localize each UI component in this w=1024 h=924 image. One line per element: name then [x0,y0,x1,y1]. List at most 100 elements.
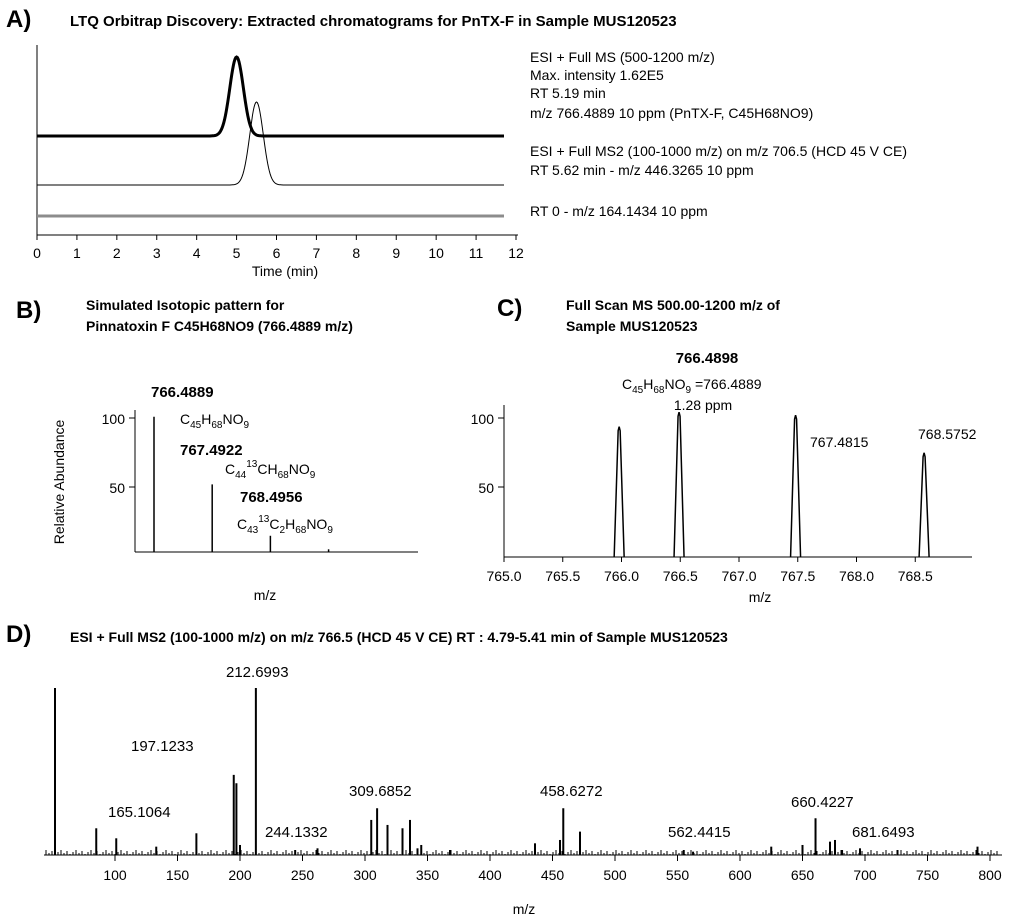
panel-a-x-tick-label: 5 [233,245,241,261]
panel-b-letter: B) [16,297,41,324]
panel-c-annotation-mz: 766.4898 [676,350,739,367]
panel-d-x-tick-label: 750 [916,867,940,883]
panel-a-trace1-method: ESI + Full MS (500-1200 m/z) [530,49,715,65]
panel-d-x-tick-label: 550 [666,867,690,883]
panel-b-peak-label-767: 767.4922 [180,442,243,459]
panel-a-trace2-method: ESI + Full MS2 (100-1000 m/z) on m/z 706… [530,143,907,159]
panel-d-x-tick-label: 800 [978,867,1002,883]
panel-a-title: LTQ Orbitrap Discovery: Extracted chroma… [70,13,677,30]
panel-a-x-tick-label: 2 [113,245,121,261]
panel-a-x-label: Time (min) [252,263,318,279]
panel-d-x-tick-label: 200 [228,867,252,883]
panel-a-trace2-rt: RT 5.62 min - m/z 446.3265 10 ppm [530,162,754,178]
panel-c-peak [613,426,625,558]
panel-d-peak-label-309: 309.6852 [349,783,412,800]
panel-a-x-tick-label: 4 [193,245,201,261]
panel-d-x-tick-label: 400 [478,867,502,883]
panel-c-x-tick-label: 765.5 [545,568,580,584]
panel-b-y-label: Relative Abundance [51,420,67,545]
panel-a-letter: A) [6,6,31,33]
panel-c-peak [789,414,802,558]
panel-c-peak-label-768: 768.5752 [918,426,977,442]
panel-c-x-ticks: 765.0 765.5 766.0 766.5 767.0 767.5 768.0 768.5 [486,557,933,584]
panel-a-trace1-mz: m/z 766.4889 10 ppm (PnTX-F, C45H68NO9) [530,105,813,121]
panel-a-x-tick-label: 12 [508,245,524,261]
panel-c-x-tick-label: 766.5 [663,568,698,584]
panel-b-plot: 100 50 Relative Abundance m/z 766.4889 7… [51,384,418,603]
panel-a-trace3-label: RT 0 - m/z 164.1434 10 ppm [530,203,708,219]
panel-c-ytick-label-100: 100 [471,411,495,427]
panel-d-x-tick-label: 250 [291,867,315,883]
panel-b-ytick-label-50: 50 [109,480,125,496]
panel-c-annotation-formula: C45H68NO9 =766.4889 [622,376,762,396]
panel-c-x-tick-label: 767.0 [721,568,756,584]
panel-b-formula-13c2: C4313C2H68NO9 [237,514,333,536]
panel-d-peak-label-458: 458.6272 [540,783,603,800]
panel-a-x-tick-label: 0 [33,245,41,261]
panel-a-trace1-rt: RT 5.19 min [530,85,606,101]
panel-d-peak-label-244: 244.1332 [265,824,328,841]
panel-b-formula-13c: C4413CH68NO9 [225,459,316,481]
panel-d-x-ticks: 100 150 200 250 300 350 400 450 500 550 600 650 700 7… [103,855,1002,883]
panel-c-peak-label-767: 767.4815 [810,434,869,450]
panel-a-plot: 0 1 2 3 4 5 6 7 8 9 10 11 12 Time (min) [33,45,524,279]
panel-a-x-tick-label: 9 [392,245,400,261]
panel-c-x-label: m/z [749,589,772,605]
panel-d-x-tick-label: 600 [728,867,752,883]
panel-c-plot: 100 50 765.0 765.5 766.0 766.5 767.0 767.5 768… [471,350,977,605]
panel-d-title: ESI + Full MS2 (100-1000 m/z) on m/z 766… [70,629,728,645]
panel-a-trace1-legend: ESI + Full MS (500-1200 m/z) Max. intens… [530,49,813,121]
panel-c-x-tick-label: 766.0 [604,568,639,584]
panel-d-peak-label-165: 165.1064 [108,804,171,821]
panel-d-baseline-noise [45,850,998,855]
panel-a-trace-ms2 [37,101,504,186]
panel-c-peak [918,452,930,558]
panel-d-x-tick-label: 150 [166,867,190,883]
panel-d-x-tick-label: 350 [416,867,440,883]
panel-d-x-tick-label: 450 [541,867,565,883]
panel-b-formula-mono: C45H68NO9 [180,411,250,431]
panel-c-letter: C) [497,295,522,322]
panel-d-peak-label-197: 197.1233 [131,738,194,755]
panel-d-plot: 100 150 200 250 300 350 400 450 500 550 600 650 700 7… [44,664,1002,917]
panel-d-bars [45,688,998,855]
panel-d-peak-label-681: 681.6493 [852,824,915,841]
panel-c-peak [673,412,685,558]
panel-b-ytick-label-100: 100 [102,411,126,427]
panel-a-trace-fullms [37,55,504,138]
panel-a-trace2-legend: ESI + Full MS2 (100-1000 m/z) on m/z 706… [530,143,907,178]
panel-d-x-tick-label: 500 [603,867,627,883]
panel-c-title-line2: Sample MUS120523 [566,318,698,334]
panel-a-x-tick-label: 6 [273,245,281,261]
panel-c-x-tick-label: 768.0 [839,568,874,584]
panel-a-x-tick-label: 8 [352,245,360,261]
panel-b-title-line1: Simulated Isotopic pattern for [86,297,285,313]
panel-d-x-label: m/z [513,901,536,917]
panel-a-x-tick-label: 1 [73,245,81,261]
panel-d-x-tick-label: 100 [103,867,127,883]
panel-d-peak-label-212: 212.6993 [226,664,289,681]
panel-c-x-tick-label: 767.5 [780,568,815,584]
panel-b-peak-label-768: 768.4956 [240,489,303,506]
panel-a-x-tick-label: 10 [428,245,444,261]
panel-c-x-tick-label: 765.0 [486,568,521,584]
panel-c-ytick-label-50: 50 [478,480,494,496]
panel-a-x-tick-label: 11 [469,245,484,261]
panel-c-title-line1: Full Scan MS 500.00-1200 m/z of [566,297,780,313]
panel-b-title-line2: Pinnatoxin F C45H68NO9 (766.4889 m/z) [86,318,353,334]
panel-d-x-tick-label: 300 [353,867,377,883]
panel-b-peak-label-766: 766.4889 [151,384,214,401]
panel-d-x-tick-label: 700 [853,867,877,883]
panel-a-trace1-intensity: Max. intensity 1.62E5 [530,67,664,83]
panel-a-x-tick-label: 3 [153,245,161,261]
panel-a-x-ticks: 0 1 2 3 4 5 6 7 8 9 10 11 12 [33,235,524,261]
panel-d-letter: D) [6,621,31,648]
panel-a-trace3-legend: RT 0 - m/z 164.1434 10 ppm [530,203,708,219]
panel-d-peak-label-660: 660.4227 [791,794,854,811]
panel-c-annotation-ppm: 1.28 ppm [674,397,732,413]
panel-c-x-tick-label: 768.5 [898,568,933,584]
panel-a-x-tick-label: 7 [313,245,321,261]
panel-d-peak-label-562: 562.4415 [668,824,731,841]
